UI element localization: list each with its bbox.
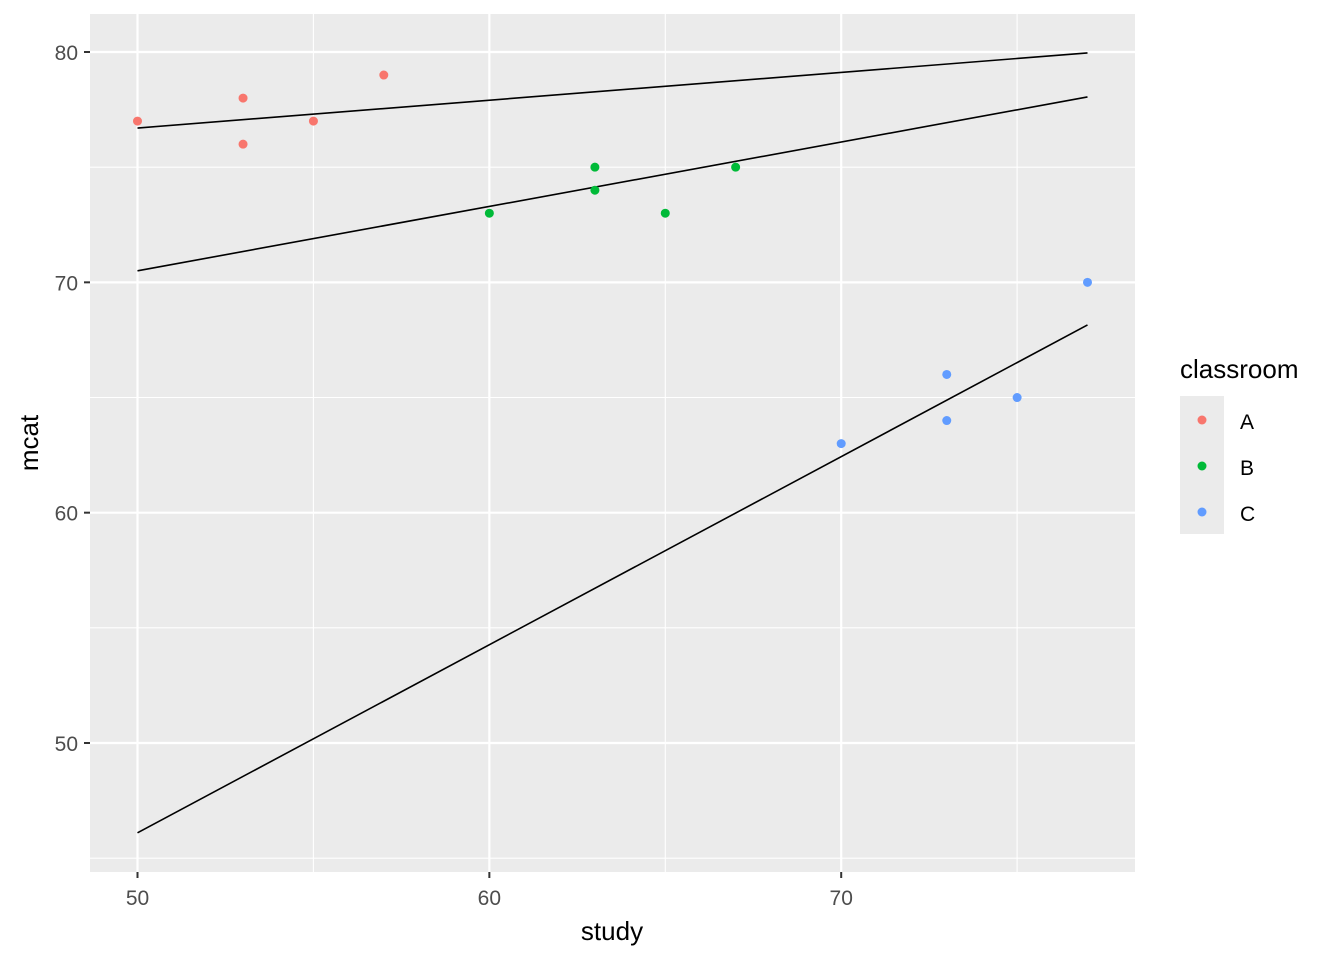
data-point-B	[660, 208, 670, 218]
fit-line-A	[137, 52, 1088, 129]
data-point-B	[731, 162, 741, 172]
y-tick-label: 60	[55, 503, 78, 526]
legend-key-C	[1197, 507, 1207, 517]
legend-label-B: B	[1240, 457, 1254, 480]
y-tick-label: 80	[55, 42, 78, 65]
data-point-B	[590, 185, 600, 195]
x-axis: 50 60 70	[126, 872, 853, 910]
data-point-C	[942, 416, 952, 426]
data-point-C	[1083, 277, 1092, 287]
data-point-C	[836, 439, 846, 449]
legend-title: classroom	[1180, 354, 1298, 384]
data-point-A	[379, 70, 389, 80]
data-point-C	[1012, 393, 1022, 403]
data-point-A	[133, 116, 142, 126]
x-tick-label: 70	[830, 887, 853, 910]
fit-lines	[137, 52, 1088, 834]
x-axis-label: study	[581, 916, 643, 946]
legend-label-C: C	[1240, 503, 1255, 526]
data-point-B	[590, 162, 600, 172]
data-point-A	[308, 116, 318, 126]
data-point-C	[942, 369, 952, 379]
y-tick-label: 70	[55, 272, 78, 295]
points	[133, 70, 1092, 449]
legend-label-A: A	[1240, 411, 1254, 434]
y-axis-label: mcat	[14, 414, 44, 471]
legend-key-A	[1197, 415, 1207, 425]
data-point-B	[484, 208, 494, 218]
x-tick-label: 60	[478, 887, 501, 910]
y-axis: 50 60 70 80	[55, 42, 90, 756]
data-point-A	[238, 139, 248, 149]
fit-line-B	[137, 96, 1088, 272]
panel-background	[90, 14, 1135, 872]
y-tick-label: 50	[55, 733, 78, 756]
legend: classroom ABC	[1180, 354, 1298, 534]
fit-line-C	[137, 324, 1088, 834]
legend-key-B	[1197, 461, 1207, 471]
data-point-A	[238, 93, 248, 103]
x-tick-label: 50	[126, 887, 149, 910]
